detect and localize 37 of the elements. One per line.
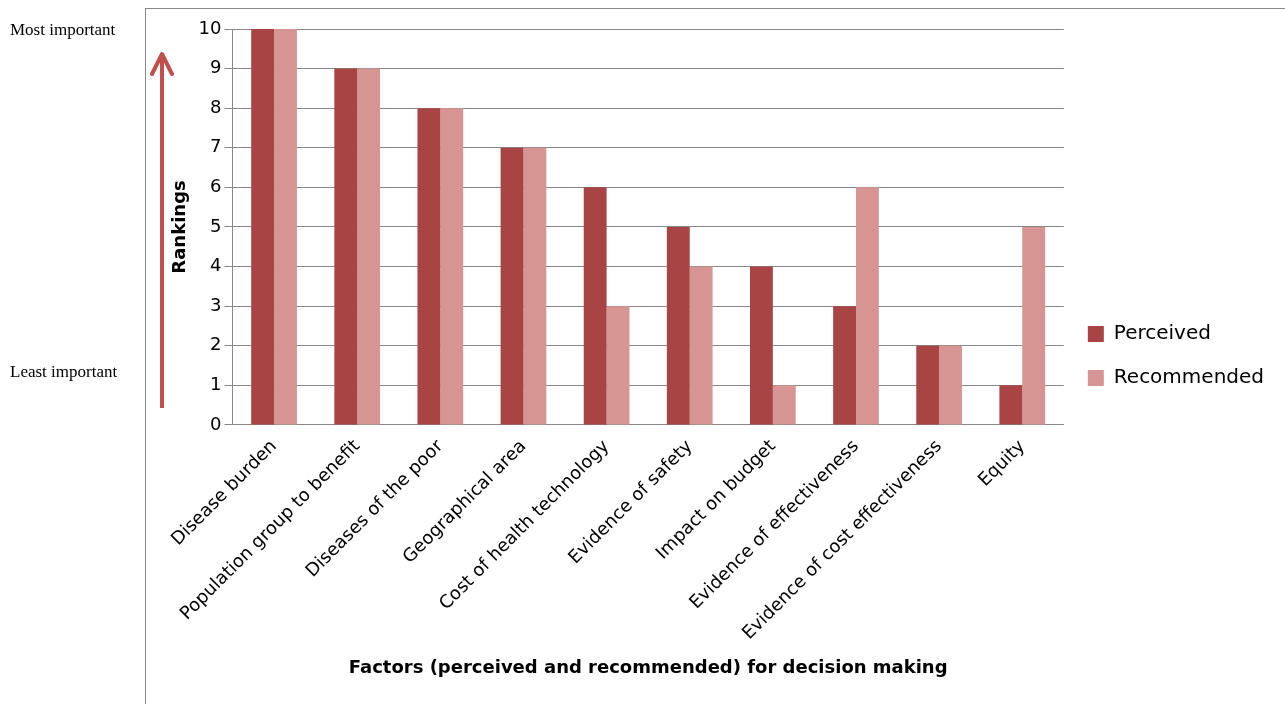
text: Most important xyxy=(10,19,117,41)
bar xyxy=(939,345,962,425)
y-tick-label: 3 xyxy=(210,293,222,315)
legend-label: Perceived xyxy=(1113,320,1211,345)
bar xyxy=(855,187,879,425)
bar xyxy=(523,147,547,425)
bar xyxy=(1022,226,1046,425)
bar xyxy=(772,385,796,425)
bar xyxy=(689,266,713,425)
text: Least important xyxy=(10,361,119,383)
bar xyxy=(334,68,358,425)
legend-label: Recommended xyxy=(1113,364,1265,389)
bar xyxy=(999,385,1023,425)
bar xyxy=(440,108,464,425)
bar xyxy=(583,187,607,425)
y-axis-title: Rankings xyxy=(168,180,190,274)
y-tick-label: 4 xyxy=(210,254,222,276)
bar xyxy=(417,108,441,425)
y-tick-label: 7 xyxy=(210,135,222,157)
bar xyxy=(666,226,690,425)
bar xyxy=(833,306,856,425)
y-tick-label: 6 xyxy=(210,175,222,197)
y-tick-label: 9 xyxy=(210,56,222,78)
y-tick-label: 10 xyxy=(198,16,222,38)
bar xyxy=(606,306,630,425)
y-tick-label: 8 xyxy=(210,95,222,117)
bar xyxy=(500,147,524,425)
y-tick-label: 1 xyxy=(210,373,222,394)
y-tick-label: 0 xyxy=(210,412,222,434)
x-axis-title: Factors (perceived and recommended) for decision making xyxy=(348,655,948,677)
bar xyxy=(357,68,381,425)
bar xyxy=(750,266,773,425)
y-tick-label: 5 xyxy=(210,214,222,236)
bar xyxy=(916,345,940,425)
y-tick-label: 2 xyxy=(210,333,222,355)
bar xyxy=(274,29,297,425)
bar xyxy=(251,29,275,425)
